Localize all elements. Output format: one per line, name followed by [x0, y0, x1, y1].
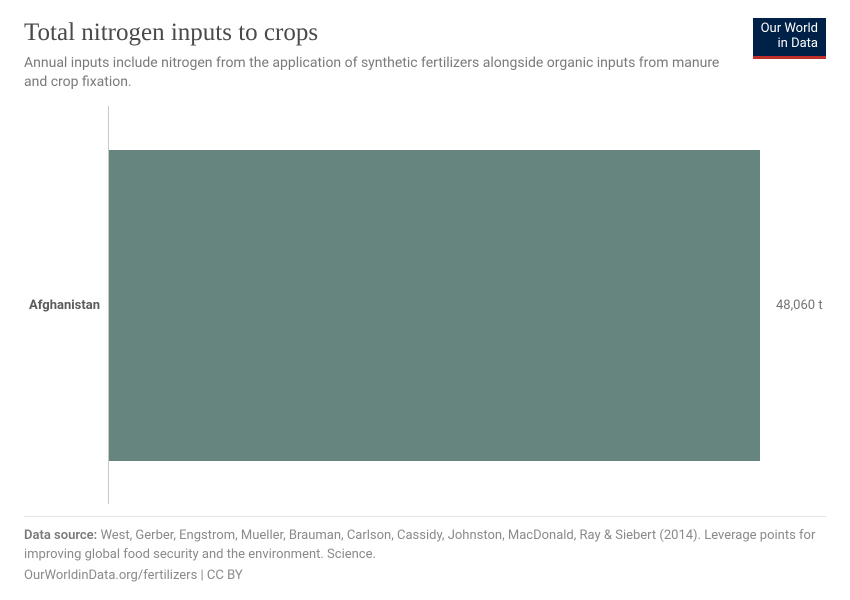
- value-axis: 48,060 t: [770, 106, 826, 505]
- footer-link: OurWorldinData.org/fertilizers | CC BY: [24, 567, 826, 586]
- category-label: Afghanistan: [29, 298, 100, 313]
- chart-subtitle: Annual inputs include nitrogen from the …: [24, 54, 737, 92]
- logo-line1: Our World: [761, 21, 818, 36]
- data-source: Data source: West, Gerber, Engstrom, Mue…: [24, 527, 826, 565]
- owid-logo: Our World in Data: [753, 18, 826, 59]
- bar-value-label: 48,060 t: [776, 298, 823, 313]
- title-block: Total nitrogen inputs to crops Annual in…: [24, 18, 753, 92]
- category-axis: Afghanistan: [24, 106, 108, 505]
- source-label: Data source:: [24, 528, 97, 543]
- footer: Data source: West, Gerber, Engstrom, Mue…: [24, 516, 826, 586]
- source-text: West, Gerber, Engstrom, Mueller, Brauman…: [24, 528, 815, 562]
- plot-region: [108, 106, 770, 505]
- header: Total nitrogen inputs to crops Annual in…: [24, 18, 826, 92]
- chart-card: Total nitrogen inputs to crops Annual in…: [0, 0, 850, 600]
- bar-afghanistan: [109, 150, 760, 461]
- chart-area: Afghanistan 48,060 t: [24, 106, 826, 505]
- chart-title: Total nitrogen inputs to crops: [24, 18, 737, 48]
- logo-line2: in Data: [778, 36, 819, 51]
